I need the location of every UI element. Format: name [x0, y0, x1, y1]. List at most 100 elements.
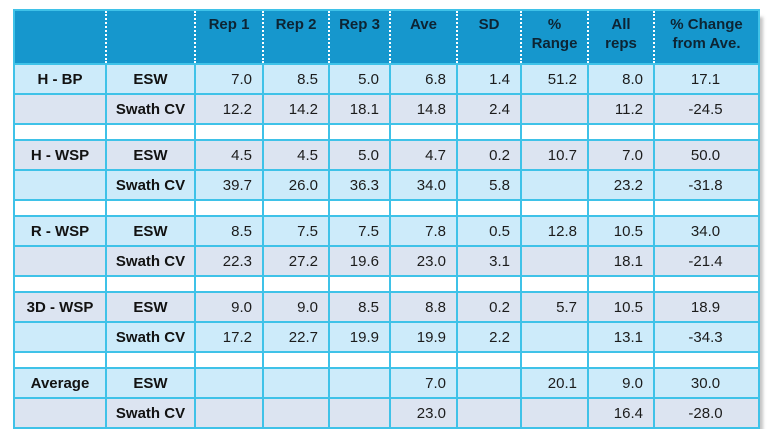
cell-rep2: 9.0 [262, 291, 330, 323]
cell-range [520, 321, 589, 353]
cell-sd: 5.8 [456, 169, 522, 201]
table-row: Average ESW 7.0 20.1 9.0 30.0 [13, 367, 760, 399]
cell-allreps: 16.4 [587, 397, 655, 429]
cell-range: 10.7 [520, 139, 589, 171]
table-row: Swath CV 17.2 22.7 19.9 19.9 2.2 13.1 -3… [13, 321, 760, 353]
header-row: Rep 1 Rep 2 Rep 3 Ave SD % Range All rep… [14, 10, 759, 65]
cell-allreps: 13.1 [587, 321, 655, 353]
cell-rep2: 8.5 [262, 63, 330, 95]
metric-label: ESW [105, 139, 196, 171]
group-label [13, 321, 107, 353]
cell-rep2: 14.2 [262, 93, 330, 125]
cell-sd: 3.1 [456, 245, 522, 277]
cell-change: 34.0 [653, 215, 760, 247]
metric-label: ESW [105, 215, 196, 247]
cell-allreps: 11.2 [587, 93, 655, 125]
table-row: 3D - WSP ESW 9.0 9.0 8.5 8.8 0.2 5.7 10.… [13, 291, 760, 323]
header-sd: SD [456, 10, 522, 65]
cell-rep1: 8.5 [194, 215, 264, 247]
cell-rep1 [194, 367, 264, 399]
cell-range [520, 397, 589, 429]
cell-rep3: 7.5 [328, 215, 391, 247]
cell-range [520, 245, 589, 277]
group-label: 3D - WSP [13, 291, 107, 323]
table-row: R - WSP ESW 8.5 7.5 7.5 7.8 0.5 12.8 10.… [13, 215, 760, 247]
metric-label: ESW [105, 367, 196, 399]
cell-rep1: 4.5 [194, 139, 264, 171]
cell-rep3: 19.6 [328, 245, 391, 277]
table-row: Swath CV 23.0 16.4 -28.0 [13, 397, 760, 429]
cell-rep2: 22.7 [262, 321, 330, 353]
group-label: H - WSP [13, 139, 107, 171]
header-ave: Ave [389, 10, 458, 65]
cell-allreps: 8.0 [587, 63, 655, 95]
group-label: R - WSP [13, 215, 107, 247]
cell-allreps: 10.5 [587, 215, 655, 247]
cell-rep3 [328, 397, 391, 429]
cell-rep3: 36.3 [328, 169, 391, 201]
cell-sd: 2.4 [456, 93, 522, 125]
spacer-row [13, 199, 760, 217]
results-table: Rep 1 Rep 2 Rep 3 Ave SD % Range All rep… [13, 9, 760, 429]
metric-label: Swath CV [105, 169, 196, 201]
cell-range: 51.2 [520, 63, 589, 95]
cell-ave: 34.0 [389, 169, 458, 201]
cell-change: 17.1 [653, 63, 760, 95]
cell-ave: 7.8 [389, 215, 458, 247]
group-label: H - BP [13, 63, 107, 95]
cell-sd [456, 367, 522, 399]
cell-change: -34.3 [653, 321, 760, 353]
header-group-blank [14, 10, 107, 65]
cell-rep3: 8.5 [328, 291, 391, 323]
group-label [13, 397, 107, 429]
cell-rep1: 22.3 [194, 245, 264, 277]
table-header: Rep 1 Rep 2 Rep 3 Ave SD % Range All rep… [14, 10, 759, 65]
cell-change: -31.8 [653, 169, 760, 201]
header-pct-change: % Change from Ave. [653, 10, 759, 65]
header-rep1: Rep 1 [194, 10, 264, 65]
table-row: Swath CV 22.3 27.2 19.6 23.0 3.1 18.1 -2… [13, 245, 760, 277]
cell-rep1: 17.2 [194, 321, 264, 353]
cell-rep2 [262, 367, 330, 399]
header-rep3: Rep 3 [328, 10, 391, 65]
cell-ave: 23.0 [389, 397, 458, 429]
group-label [13, 93, 107, 125]
metric-label: ESW [105, 63, 196, 95]
metric-label: ESW [105, 291, 196, 323]
metric-label: Swath CV [105, 245, 196, 277]
spacer-row [13, 123, 760, 141]
cell-rep1: 39.7 [194, 169, 264, 201]
cell-change: 50.0 [653, 139, 760, 171]
header-metric-blank [105, 10, 196, 65]
header-pct-range: % Range [520, 10, 589, 65]
table-row: Swath CV 12.2 14.2 18.1 14.8 2.4 11.2 -2… [13, 93, 760, 125]
cell-rep2 [262, 397, 330, 429]
cell-rep3: 5.0 [328, 63, 391, 95]
group-label: Average [13, 367, 107, 399]
cell-sd: 0.2 [456, 139, 522, 171]
cell-ave: 4.7 [389, 139, 458, 171]
metric-label: Swath CV [105, 321, 196, 353]
cell-rep1: 12.2 [194, 93, 264, 125]
cell-sd: 1.4 [456, 63, 522, 95]
cell-change: -21.4 [653, 245, 760, 277]
cell-rep2: 7.5 [262, 215, 330, 247]
cell-sd: 0.5 [456, 215, 522, 247]
cell-allreps: 23.2 [587, 169, 655, 201]
cell-rep2: 26.0 [262, 169, 330, 201]
cell-rep1: 9.0 [194, 291, 264, 323]
cell-allreps: 9.0 [587, 367, 655, 399]
cell-allreps: 10.5 [587, 291, 655, 323]
cell-range: 12.8 [520, 215, 589, 247]
cell-ave: 14.8 [389, 93, 458, 125]
cell-range [520, 93, 589, 125]
cell-range [520, 169, 589, 201]
spacer-row [13, 351, 760, 369]
cell-change: 30.0 [653, 367, 760, 399]
cell-ave: 23.0 [389, 245, 458, 277]
cell-rep1 [194, 397, 264, 429]
cell-ave: 6.8 [389, 63, 458, 95]
cell-rep3: 19.9 [328, 321, 391, 353]
cell-allreps: 7.0 [587, 139, 655, 171]
cell-range: 20.1 [520, 367, 589, 399]
